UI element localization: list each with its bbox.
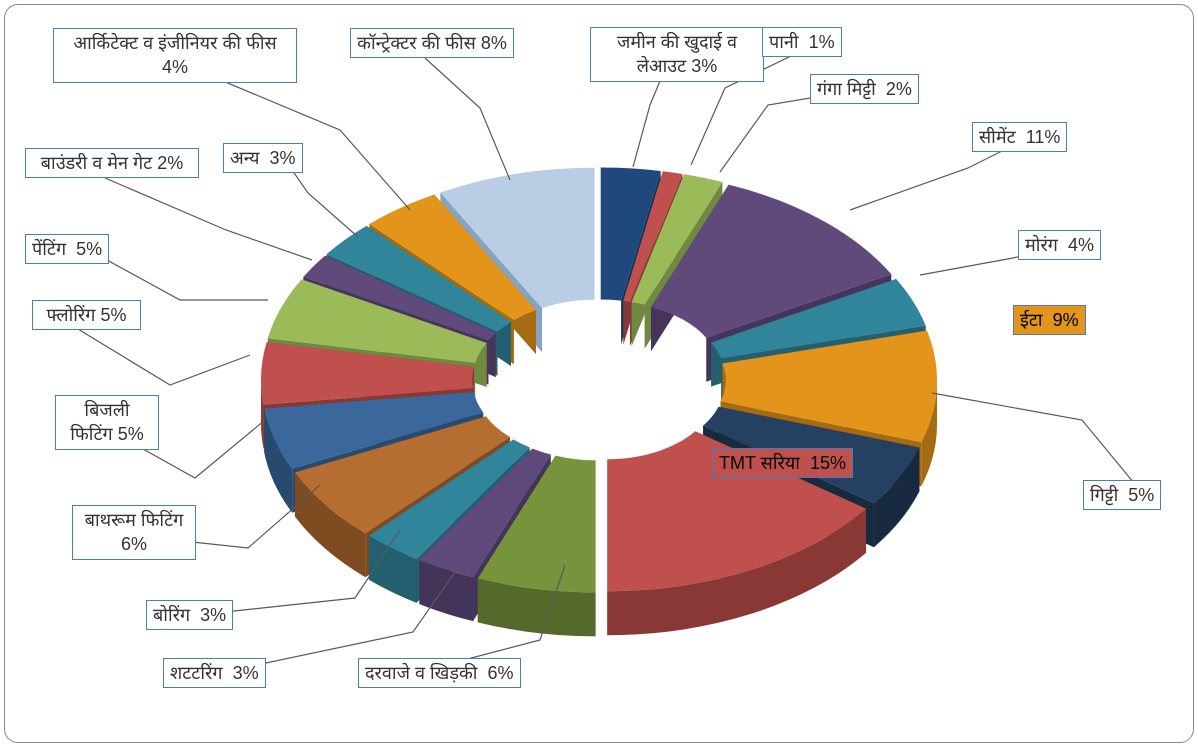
percent-sign: % (1044, 127, 1060, 147)
slice-label: बिजली फिटिंग 5% (55, 395, 159, 450)
slice-label: अन्य 3% (223, 143, 303, 173)
slice-label: जमीन की खुदाई व लेआउट 3% (590, 27, 764, 82)
slice-label: दरवाजे व खिड़की 6% (358, 658, 521, 688)
slice-label-value: 2 (886, 79, 896, 99)
slice-label-text: सीमेंट (979, 127, 1016, 147)
slice-label-text: बाथरूम फिटिंग (85, 510, 184, 530)
leader-line (425, 58, 510, 180)
slice-label-value: 8 (481, 33, 491, 53)
slice-label-text: आर्किटेक्ट व इंजीनियर की फीस (73, 33, 276, 53)
slice-label-text: पानी (769, 32, 799, 52)
slice-label-value: 4 (162, 57, 172, 77)
leader-line (105, 178, 312, 260)
percent-sign: % (210, 605, 226, 625)
slice-label: बाथरूम फिटिंग 6% (72, 505, 196, 560)
slice-label: TMT सरिया 15% (712, 448, 853, 478)
percent-sign: % (498, 663, 514, 683)
percent-sign: % (830, 453, 846, 473)
slice-label-value: 3 (270, 148, 280, 168)
percent-sign: % (701, 56, 717, 76)
slice-label-text: TMT सरिया (719, 453, 800, 473)
slice-label: पानी 1% (762, 27, 842, 57)
pie-chart (0, 0, 1198, 747)
slice-label-value: 5 (118, 424, 128, 444)
percent-sign: % (128, 424, 144, 444)
slice-label-value: 3 (691, 56, 701, 76)
slice-label-value: 15 (810, 453, 830, 473)
slice-label-value: 6 (487, 663, 497, 683)
slice-label-text: बोरिंग (153, 605, 190, 625)
slice-label: बाउंडरी व मेन गेट 2% (25, 148, 199, 178)
slice-label-text: शटटरिंग (170, 663, 223, 683)
percent-sign: % (110, 305, 126, 325)
percent-sign: % (1063, 310, 1079, 330)
slice-label-text: पेंटिंग (32, 239, 66, 259)
leader-line (80, 330, 251, 385)
slice-label-text: अन्य (230, 148, 260, 168)
percent-sign: % (86, 239, 102, 259)
slice-label: ईटा 9% (1013, 305, 1086, 335)
slice-label: गिट्टी 5% (1083, 480, 1161, 510)
slice-label: पेंटिंग 5% (25, 234, 109, 264)
slice-label-value: 3 (233, 663, 243, 683)
slice-label-text: जमीन की खुदाई व लेआउट (617, 32, 737, 76)
slice-label: फ्लोरिंग 5% (32, 300, 141, 330)
leader-line (85, 248, 268, 300)
slice-label: शटटरिंग 3% (163, 658, 266, 688)
slice-label: बोरिंग 3% (146, 600, 233, 630)
slice-label: सीमेंट 11% (972, 122, 1067, 152)
percent-sign: % (243, 663, 259, 683)
slice-label-value: 3 (200, 605, 210, 625)
slice-label-text: गंगा मिट्टी (817, 79, 876, 99)
percent-sign: % (491, 33, 507, 53)
slice-label-text: मोरंग (1025, 235, 1058, 255)
leader-line (932, 393, 1143, 494)
percent-sign: % (896, 79, 912, 99)
slice-label: मोरंग 4% (1018, 230, 1101, 260)
percent-sign: % (131, 534, 147, 554)
slice-label-value: 5 (100, 305, 110, 325)
slice-label: आर्किटेक्ट व इंजीनियर की फीस 4% (53, 28, 297, 83)
slice-label-value: 2 (157, 153, 167, 173)
percent-sign: % (172, 57, 188, 77)
slice-label-value: 5 (1128, 485, 1138, 505)
slice-label-value: 5 (76, 239, 86, 259)
slice-label-value: 9 (1053, 310, 1063, 330)
slice-label-value: 11 (1026, 127, 1045, 147)
slice-label-text: कॉन्ट्रेक्टर की फीस (357, 33, 476, 53)
slice-label: गंगा मिट्टी 2% (810, 74, 919, 104)
percent-sign: % (280, 148, 296, 168)
slice-label-text: ईटा (1020, 310, 1043, 330)
slice-label: कॉन्ट्रेक्टर की फीस 8% (350, 28, 514, 58)
slice-label-value: 1 (809, 32, 819, 52)
slice-label-text: फ्लोरिंग (47, 305, 96, 325)
slice-label-value: 6 (121, 534, 131, 554)
percent-sign: % (819, 32, 835, 52)
percent-sign: % (167, 153, 183, 173)
slice-label-text: गिट्टी (1090, 485, 1118, 505)
percent-sign: % (1138, 485, 1154, 505)
slice-label-text: दरवाजे व खिड़की (365, 663, 477, 683)
slice-label-value: 4 (1068, 235, 1078, 255)
slice-label-text: बाउंडरी व मेन गेट (41, 153, 152, 173)
percent-sign: % (1078, 235, 1094, 255)
